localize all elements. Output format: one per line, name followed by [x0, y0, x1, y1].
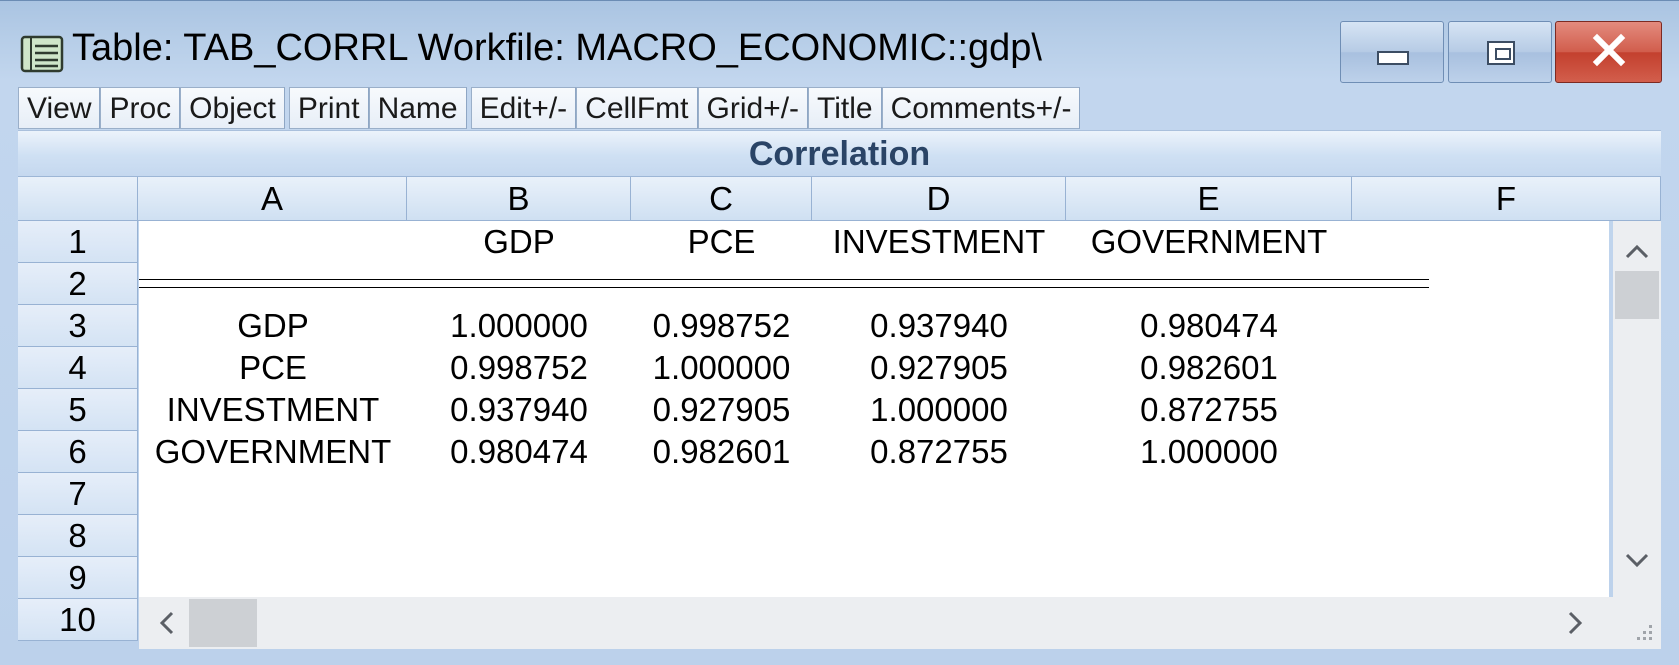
- vertical-scrollbar[interactable]: [1613, 221, 1661, 597]
- row-header-7[interactable]: 7: [18, 473, 138, 515]
- row-label-cell[interactable]: GDP: [237, 307, 309, 344]
- title-bar[interactable]: Table: TAB_CORRL Workfile: MACRO_ECONOMI…: [0, 1, 1679, 87]
- minimize-icon: [1377, 51, 1409, 65]
- value-cell[interactable]: 0.998752: [652, 307, 791, 344]
- value-cell[interactable]: 0.937940: [450, 391, 588, 428]
- row-label-cell[interactable]: GOVERNMENT: [154, 433, 392, 470]
- header-cell[interactable]: PCE: [687, 223, 756, 260]
- row-header-8[interactable]: 8: [18, 515, 138, 557]
- value-cell[interactable]: 0.982601: [1140, 349, 1278, 386]
- resize-grip-icon[interactable]: [1613, 597, 1661, 649]
- window-title: Table: TAB_CORRL Workfile: MACRO_ECONOMI…: [72, 27, 1042, 69]
- value-cell[interactable]: 1.000000: [870, 391, 1008, 428]
- row-header-9[interactable]: 9: [18, 557, 138, 599]
- horizontal-scroll-thumb[interactable]: [189, 599, 257, 647]
- value-cell[interactable]: 0.872755: [870, 433, 1008, 470]
- value-cell[interactable]: 1.000000: [450, 307, 588, 344]
- value-cell[interactable]: 0.927905: [652, 391, 791, 428]
- horizontal-scrollbar[interactable]: [139, 597, 1613, 649]
- scroll-right-icon[interactable]: [1555, 603, 1595, 643]
- value-cell[interactable]: 1.000000: [652, 349, 791, 386]
- double-rule-top: [139, 279, 1429, 280]
- row-header-4[interactable]: 4: [18, 347, 138, 389]
- value-cell[interactable]: 1.000000: [1140, 433, 1278, 470]
- row-label-cell[interactable]: INVESTMENT: [166, 391, 380, 428]
- row-header-3[interactable]: 3: [18, 305, 138, 347]
- grid-corner[interactable]: [18, 177, 138, 221]
- title-button[interactable]: Title: [808, 87, 882, 129]
- scroll-up-icon[interactable]: [1613, 231, 1661, 271]
- vertical-scroll-thumb[interactable]: [1615, 271, 1659, 319]
- row-header-10[interactable]: 10: [18, 599, 138, 641]
- row-header-1[interactable]: 1: [18, 221, 138, 263]
- column-header-b[interactable]: B: [407, 177, 631, 221]
- column-header-d[interactable]: D: [812, 177, 1066, 221]
- header-cell[interactable]: GOVERNMENT: [1090, 223, 1328, 260]
- grid-toggle-button[interactable]: Grid+/-: [697, 87, 809, 129]
- toolbar: View Proc Object Print Name Edit+/- Cell…: [18, 87, 1081, 129]
- value-cell[interactable]: 0.998752: [450, 349, 588, 386]
- spreadsheet-grid: A B C D E F 1 2 3 4 5 6 7 8 9 10 GDP PCE…: [18, 177, 1661, 649]
- cellfmt-button[interactable]: CellFmt: [576, 87, 698, 129]
- minimize-button[interactable]: [1340, 21, 1444, 83]
- column-header-c[interactable]: C: [631, 177, 812, 221]
- table-icon: [20, 35, 64, 73]
- scroll-left-icon[interactable]: [147, 603, 187, 643]
- column-header-e[interactable]: E: [1066, 177, 1352, 221]
- close-button[interactable]: [1555, 21, 1662, 83]
- row-label-cell[interactable]: PCE: [239, 349, 307, 386]
- value-cell[interactable]: 0.937940: [870, 307, 1008, 344]
- row-header-2[interactable]: 2: [18, 263, 138, 305]
- scroll-down-icon[interactable]: [1613, 541, 1661, 581]
- double-rule-bottom: [139, 287, 1429, 288]
- view-button[interactable]: View: [18, 87, 101, 129]
- value-cell[interactable]: 0.980474: [1140, 307, 1278, 344]
- column-header-f[interactable]: F: [1352, 177, 1661, 221]
- proc-button[interactable]: Proc: [100, 87, 181, 129]
- close-icon: [1592, 33, 1626, 67]
- table-cells[interactable]: GDP PCE INVESTMENT GOVERNMENT GDP 1.0000…: [139, 221, 1609, 597]
- header-cell[interactable]: INVESTMENT: [832, 223, 1046, 260]
- object-button[interactable]: Object: [180, 87, 285, 129]
- row-header-6[interactable]: 6: [18, 431, 138, 473]
- print-button[interactable]: Print: [288, 87, 369, 129]
- header-cell[interactable]: GDP: [483, 223, 555, 260]
- value-cell[interactable]: 0.872755: [1140, 391, 1278, 428]
- maximize-button[interactable]: [1448, 21, 1552, 83]
- column-header-a[interactable]: A: [138, 177, 407, 221]
- value-cell[interactable]: 0.927905: [870, 349, 1008, 386]
- value-cell[interactable]: 0.980474: [450, 433, 588, 470]
- row-header-5[interactable]: 5: [18, 389, 138, 431]
- comments-toggle-button[interactable]: Comments+/-: [881, 87, 1081, 129]
- edit-toggle-button[interactable]: Edit+/-: [470, 87, 577, 129]
- table-title: Correlation: [18, 130, 1661, 177]
- value-cell[interactable]: 0.982601: [652, 433, 791, 470]
- name-button[interactable]: Name: [368, 87, 467, 129]
- restore-icon: [1487, 41, 1515, 65]
